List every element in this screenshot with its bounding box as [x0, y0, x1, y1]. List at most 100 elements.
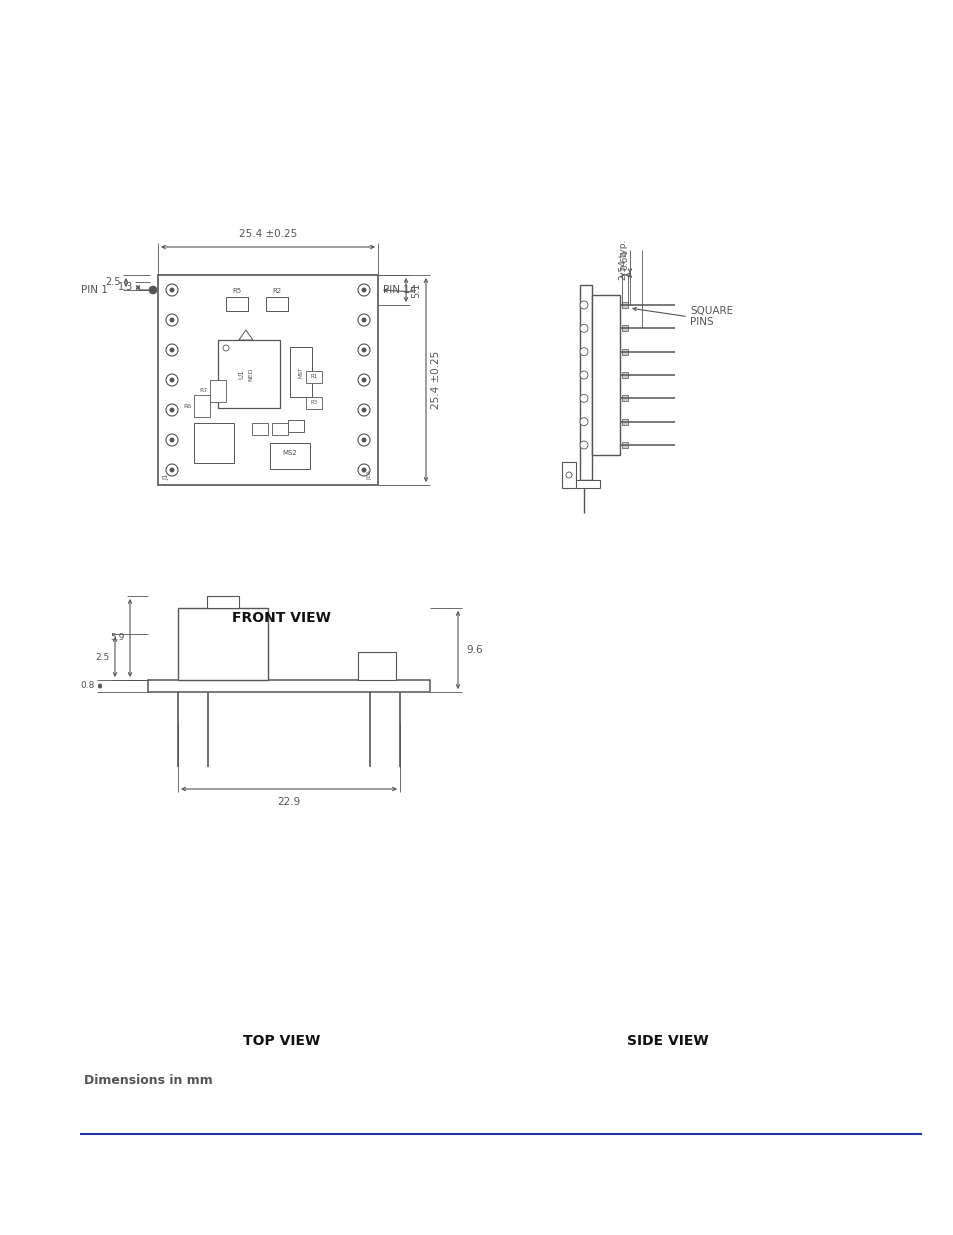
Bar [193, 424, 233, 463]
Text: 25.4 ±0.25: 25.4 ±0.25 [238, 228, 296, 240]
Circle shape [361, 408, 366, 412]
Circle shape [166, 345, 178, 356]
Bar [272, 424, 288, 435]
Circle shape [361, 348, 366, 352]
Circle shape [170, 468, 173, 472]
Text: J1: J1 [163, 473, 169, 480]
Bar [621, 442, 627, 448]
Bar [621, 372, 627, 378]
Text: R2: R2 [273, 288, 281, 294]
Circle shape [579, 348, 587, 356]
Text: R1: R1 [310, 374, 317, 379]
Circle shape [361, 438, 366, 442]
Bar [193, 395, 210, 417]
Bar [592, 295, 619, 454]
Text: MS2: MS2 [282, 450, 297, 456]
Circle shape [357, 345, 370, 356]
Circle shape [166, 404, 178, 416]
Circle shape [565, 472, 572, 478]
Circle shape [357, 284, 370, 296]
Circle shape [166, 433, 178, 446]
Text: 1.3: 1.3 [117, 282, 132, 291]
Text: 5.1: 5.1 [411, 283, 420, 298]
Circle shape [361, 317, 366, 322]
Circle shape [223, 345, 229, 351]
Bar [621, 419, 627, 425]
Bar [621, 395, 627, 401]
Bar [218, 340, 280, 408]
Text: Dimensions in mm: Dimensions in mm [84, 1074, 213, 1087]
Circle shape [361, 378, 366, 382]
Bar [158, 275, 377, 485]
Bar [148, 680, 430, 692]
Text: SQUARE
PINS: SQUARE PINS [689, 306, 732, 327]
Text: 5.9: 5.9 [111, 634, 125, 642]
Text: 2.5: 2.5 [95, 652, 110, 662]
Circle shape [170, 348, 173, 352]
Bar [290, 347, 312, 396]
Bar [579, 285, 592, 480]
Bar [226, 296, 248, 311]
Bar [621, 325, 627, 331]
Bar [178, 608, 268, 680]
Text: 25.4 ±0.25: 25.4 ±0.25 [431, 351, 440, 409]
Circle shape [361, 468, 366, 472]
Text: R3: R3 [310, 400, 317, 405]
Bar [561, 462, 576, 488]
Circle shape [579, 325, 587, 332]
Bar [357, 652, 395, 680]
Circle shape [579, 417, 587, 426]
Circle shape [166, 374, 178, 387]
Text: 2.5: 2.5 [106, 277, 121, 287]
Text: 9.6: 9.6 [465, 645, 482, 655]
Circle shape [166, 464, 178, 475]
Circle shape [170, 438, 173, 442]
Bar [266, 296, 288, 311]
Bar [210, 380, 226, 403]
Bar [306, 396, 322, 409]
Bar [572, 480, 599, 488]
Text: PIN 14: PIN 14 [382, 285, 416, 295]
Bar [306, 370, 322, 383]
Text: R7: R7 [199, 389, 208, 394]
Circle shape [579, 441, 587, 450]
Circle shape [579, 394, 587, 403]
Text: 0.8: 0.8 [81, 682, 95, 690]
Circle shape [357, 404, 370, 416]
Circle shape [166, 314, 178, 326]
Circle shape [357, 314, 370, 326]
Text: FRONT VIEW: FRONT VIEW [232, 610, 331, 625]
Circle shape [170, 408, 173, 412]
Circle shape [579, 370, 587, 379]
Text: TOP VIEW: TOP VIEW [243, 1034, 319, 1049]
Circle shape [149, 287, 157, 294]
Bar [621, 303, 627, 308]
Circle shape [166, 284, 178, 296]
Text: J1A: J1A [367, 471, 372, 480]
Text: 2.54 typ.: 2.54 typ. [618, 240, 627, 280]
Text: SIDE VIEW: SIDE VIEW [626, 1034, 708, 1049]
Circle shape [357, 433, 370, 446]
Circle shape [361, 288, 366, 293]
Text: R6: R6 [184, 404, 192, 409]
Text: U1: U1 [237, 369, 244, 379]
Text: R5: R5 [233, 288, 241, 294]
Circle shape [170, 378, 173, 382]
Text: MST: MST [298, 367, 303, 378]
Bar [207, 597, 239, 608]
Text: NED: NED [248, 367, 253, 380]
Circle shape [170, 288, 173, 293]
Bar [621, 348, 627, 354]
Text: 22.9: 22.9 [277, 797, 300, 806]
Circle shape [357, 374, 370, 387]
Bar [270, 443, 310, 469]
Bar [252, 424, 268, 435]
Bar [288, 420, 304, 432]
Text: 0.64: 0.64 [619, 249, 629, 270]
Circle shape [579, 301, 587, 309]
Circle shape [170, 317, 173, 322]
Circle shape [357, 464, 370, 475]
Bar [288, 420, 304, 432]
Polygon shape [238, 330, 253, 340]
Text: PIN 1: PIN 1 [81, 285, 108, 295]
